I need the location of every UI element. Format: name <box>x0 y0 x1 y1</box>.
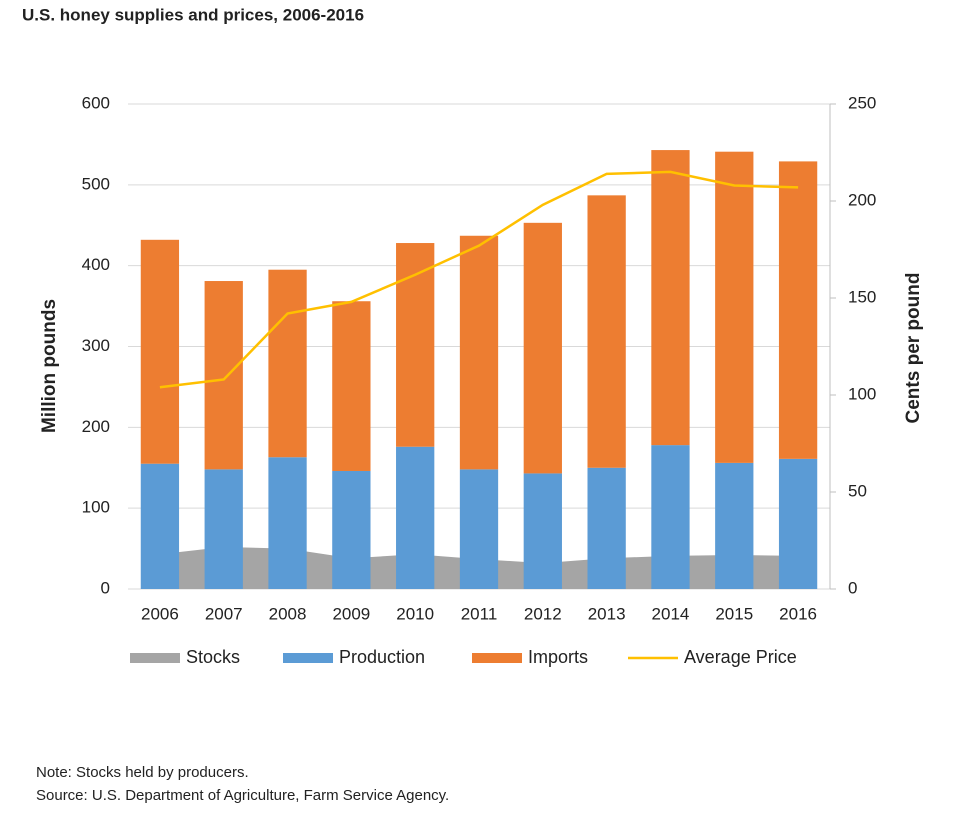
y2-tick-label: 200 <box>848 190 876 209</box>
x-tick-label: 2009 <box>332 604 370 623</box>
bar <box>715 462 754 589</box>
bar <box>778 161 818 459</box>
y-tick-label: 400 <box>82 255 110 274</box>
legend-label: Imports <box>528 647 588 667</box>
bar <box>459 469 499 589</box>
x-tick-label: 2016 <box>779 604 817 623</box>
bar <box>140 239 180 464</box>
legend-label: Average Price <box>684 647 797 667</box>
bar <box>587 467 626 589</box>
note: Note: Stocks held by producers. <box>36 764 249 781</box>
source: Source: U.S. Department of Agriculture, … <box>36 787 449 804</box>
legend-swatch <box>472 653 522 663</box>
y2-axis-label: Cents per pound <box>903 273 924 424</box>
y2-tick-label: 150 <box>848 287 876 306</box>
bar <box>204 281 243 470</box>
x-tick-label: 2011 <box>461 604 498 623</box>
bar <box>396 446 435 589</box>
bar <box>523 473 562 589</box>
legend-swatch <box>130 653 180 663</box>
y-axis-label: Million pounds <box>39 299 60 433</box>
legend-label: Production <box>339 647 425 667</box>
bar <box>332 301 371 471</box>
y2-tick-label: 250 <box>848 93 876 112</box>
y2-tick-label: 0 <box>848 578 857 597</box>
y-tick-label: 300 <box>82 336 110 355</box>
bar <box>268 269 307 458</box>
bar <box>140 463 180 589</box>
bar <box>523 222 562 474</box>
y2-tick-label: 50 <box>848 481 867 500</box>
bar <box>459 235 499 470</box>
y2-tick-label: 100 <box>848 384 876 403</box>
x-tick-label: 2006 <box>141 604 179 623</box>
bar <box>396 243 435 447</box>
bar <box>332 470 371 589</box>
bar <box>587 195 626 468</box>
y-tick-label: 200 <box>82 417 110 436</box>
x-tick-label: 2014 <box>652 604 690 623</box>
bar <box>715 151 754 463</box>
line <box>159 170 799 389</box>
y-tick-label: 500 <box>82 174 110 193</box>
bar <box>778 458 818 589</box>
legend-label: Stocks <box>186 647 240 667</box>
bar <box>268 457 307 589</box>
x-tick-label: 2012 <box>524 604 562 623</box>
y-tick-label: 600 <box>82 93 110 112</box>
x-tick-label: 2013 <box>588 604 626 623</box>
x-tick-label: 2008 <box>269 604 307 623</box>
x-tick-label: 2007 <box>205 604 243 623</box>
y-tick-label: 0 <box>101 578 110 597</box>
bar <box>204 469 243 589</box>
bar <box>651 445 690 589</box>
x-tick-label: 2010 <box>396 604 434 623</box>
y-tick-label: 100 <box>82 498 110 517</box>
bar <box>651 150 690 446</box>
x-tick-label: 2015 <box>715 604 753 623</box>
legend-swatch <box>283 653 333 663</box>
chart-title: U.S. honey supplies and prices, 2006-201… <box>22 5 364 24</box>
